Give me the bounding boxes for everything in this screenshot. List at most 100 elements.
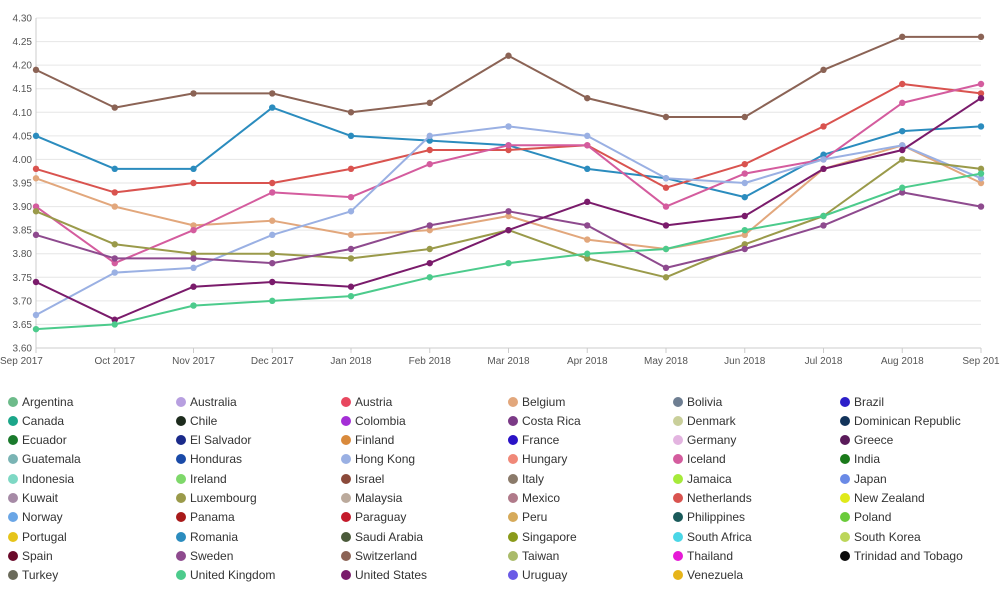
legend-swatch-icon: [8, 550, 18, 561]
legend-item[interactable]: Philippines: [673, 508, 745, 527]
legend-item[interactable]: United Kingdom: [176, 566, 275, 585]
legend-label: Guatemala: [22, 452, 81, 467]
legend-item[interactable]: Indonesia: [8, 469, 74, 488]
data-point-belgium: [347, 231, 355, 239]
legend-item[interactable]: Bolivia: [673, 392, 722, 411]
legend-item[interactable]: Netherlands: [673, 489, 752, 508]
legend-item[interactable]: Germany: [673, 431, 736, 450]
data-point-romania: [426, 137, 433, 144]
legend-item[interactable]: Hong Kong: [341, 450, 415, 469]
legend-item[interactable]: Hungary: [508, 450, 567, 469]
legend-item[interactable]: Finland: [341, 431, 394, 450]
series-line-belgium: [35, 144, 982, 250]
data-point-switzerland: [269, 90, 276, 97]
legend-swatch-icon: [341, 396, 351, 407]
legend-item[interactable]: Malaysia: [341, 489, 402, 508]
legend-item[interactable]: Romania: [176, 527, 238, 546]
legend-item[interactable]: Mexico: [508, 489, 560, 508]
legend-swatch-icon: [840, 473, 850, 484]
legend-item[interactable]: Singapore: [508, 527, 577, 546]
legend-item[interactable]: Brazil: [840, 392, 884, 411]
data-point-switzerland: [820, 66, 827, 74]
data-point-united-kingdom: [899, 184, 906, 191]
legend-item[interactable]: Colombia: [341, 411, 406, 430]
data-point-united-states: [190, 283, 197, 290]
data-point-belgium: [269, 217, 276, 224]
legend-item[interactable]: South Africa: [673, 527, 752, 546]
legend-swatch-icon: [176, 531, 186, 542]
legend-item[interactable]: Austria: [341, 392, 392, 411]
legend-swatch-icon: [840, 512, 850, 523]
legend-item[interactable]: Portugal: [8, 527, 67, 546]
legend-swatch-icon: [508, 435, 518, 446]
legend-item[interactable]: Norway: [8, 508, 63, 527]
legend-item[interactable]: Chile: [176, 411, 217, 430]
data-point-luxembourg: [269, 250, 276, 257]
legend-item[interactable]: United States: [341, 566, 427, 585]
legend-item[interactable]: Honduras: [176, 450, 242, 469]
legend-item[interactable]: Denmark: [673, 411, 736, 430]
legend-item[interactable]: Paraguay: [341, 508, 406, 527]
legend-item[interactable]: India: [840, 450, 880, 469]
legend-swatch-icon: [176, 570, 186, 581]
data-point-switzerland: [505, 52, 512, 59]
legend-item[interactable]: Australia: [176, 392, 237, 411]
data-point-united-states: [820, 165, 827, 173]
legend-item[interactable]: Canada: [8, 411, 64, 430]
legend-item[interactable]: Italy: [508, 469, 544, 488]
legend-item[interactable]: Luxembourg: [176, 489, 257, 508]
legend-swatch-icon: [673, 531, 683, 542]
legend-item[interactable]: Jamaica: [673, 469, 732, 488]
legend-swatch-icon: [673, 512, 683, 523]
legend-item[interactable]: France: [508, 431, 559, 450]
legend-label: Switzerland: [355, 548, 418, 563]
data-point-hong-kong: [347, 208, 355, 215]
legend-label: Paraguay: [355, 510, 407, 525]
data-point-switzerland: [741, 113, 748, 121]
legend-item[interactable]: Japan: [840, 469, 887, 488]
legend-label: Israel: [355, 471, 385, 486]
x-tick-label: May 2018: [644, 356, 688, 367]
legend-swatch-icon: [341, 512, 351, 523]
legend-item[interactable]: Costa Rica: [508, 411, 581, 430]
legend-item[interactable]: Greece: [840, 431, 893, 450]
legend-item[interactable]: Belgium: [508, 392, 565, 411]
legend-swatch-icon: [508, 396, 518, 407]
legend-item[interactable]: Ecuador: [8, 431, 67, 450]
data-point-sweden: [977, 203, 985, 210]
legend-item[interactable]: Venezuela: [673, 566, 743, 585]
legend-label: New Zealand: [854, 491, 925, 505]
legend-item[interactable]: Sweden: [176, 546, 233, 565]
legend-item[interactable]: Ireland: [176, 469, 227, 488]
legend-item[interactable]: Iceland: [673, 450, 726, 469]
x-tick-label: Oct 2017: [94, 356, 135, 367]
y-tick-label: 4.20: [13, 61, 33, 72]
data-point-sweden: [820, 222, 827, 229]
legend-item[interactable]: Panama: [176, 508, 235, 527]
legend-item[interactable]: Argentina: [8, 392, 73, 411]
legend-label: Portugal: [22, 529, 67, 544]
data-point-belgium: [584, 236, 591, 243]
legend-item[interactable]: New Zealand: [840, 489, 925, 508]
legend-item[interactable]: Dominican Republic: [840, 411, 961, 430]
legend-item[interactable]: Peru: [508, 508, 547, 527]
legend-label: Honduras: [190, 452, 243, 467]
legend-swatch-icon: [508, 473, 518, 484]
legend-item[interactable]: El Salvador: [176, 431, 251, 450]
legend-item[interactable]: Uruguay: [508, 566, 567, 585]
legend-item[interactable]: Israel: [341, 469, 384, 488]
data-point-netherlands: [111, 189, 118, 196]
legend-item[interactable]: Kuwait: [8, 489, 58, 508]
legend-item[interactable]: Thailand: [673, 546, 733, 565]
legend-item[interactable]: Turkey: [8, 566, 58, 585]
legend-item[interactable]: Poland: [840, 508, 891, 527]
legend-item[interactable]: Spain: [8, 546, 53, 565]
legend-item[interactable]: Trinidad and Tobago: [840, 546, 963, 565]
legend-item[interactable]: Switzerland: [341, 546, 417, 565]
y-tick-label: 4.25: [13, 37, 33, 48]
legend-label: Finland: [355, 433, 395, 448]
legend-item[interactable]: Taiwan: [508, 546, 559, 565]
legend-item[interactable]: South Korea: [840, 527, 921, 546]
legend-item[interactable]: Guatemala: [8, 450, 81, 469]
legend-item[interactable]: Saudi Arabia: [341, 527, 423, 546]
